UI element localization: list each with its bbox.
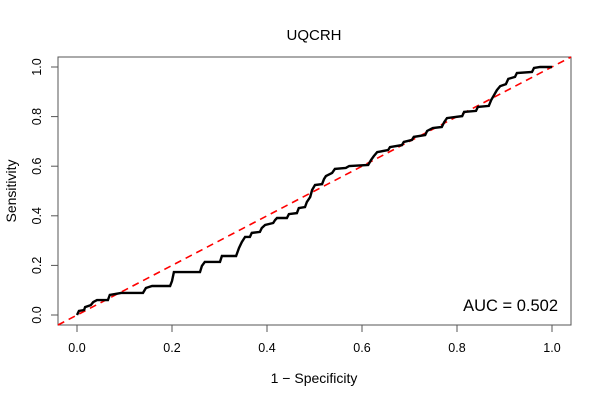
chart-title: UQCRH (287, 27, 342, 44)
x-tick-label: 1.0 (543, 341, 560, 355)
plot-box-border (57, 56, 572, 326)
x-tick-label: 0.0 (68, 341, 85, 355)
reference-diagonal-line (57, 56, 572, 326)
x-tick-label: 0.4 (258, 341, 275, 355)
x-axis-ticks: 0.0 0.2 0.4 0.6 0.8 1.0 (68, 325, 561, 355)
x-axis-label: 1 − Specificity (271, 370, 358, 386)
x-tick-label: 0.8 (448, 341, 465, 355)
y-tick-label: 1.0 (30, 58, 44, 75)
roc-curve-line (75, 65, 552, 316)
auc-annotation: AUC = 0.502 (463, 297, 558, 315)
y-tick-label: 0.6 (30, 157, 44, 174)
y-tick-label: 0.4 (30, 207, 44, 224)
y-tick-label: 0.8 (30, 108, 44, 125)
x-tick-label: 0.6 (353, 341, 370, 355)
y-tick-label: 0.2 (30, 257, 44, 274)
y-axis-ticks: 0.0 0.2 0.4 0.6 0.8 1.0 (30, 58, 58, 324)
y-axis-label: Sensitivity (3, 159, 19, 222)
y-tick-label: 0.0 (30, 306, 44, 323)
x-tick-label: 0.2 (163, 341, 180, 355)
